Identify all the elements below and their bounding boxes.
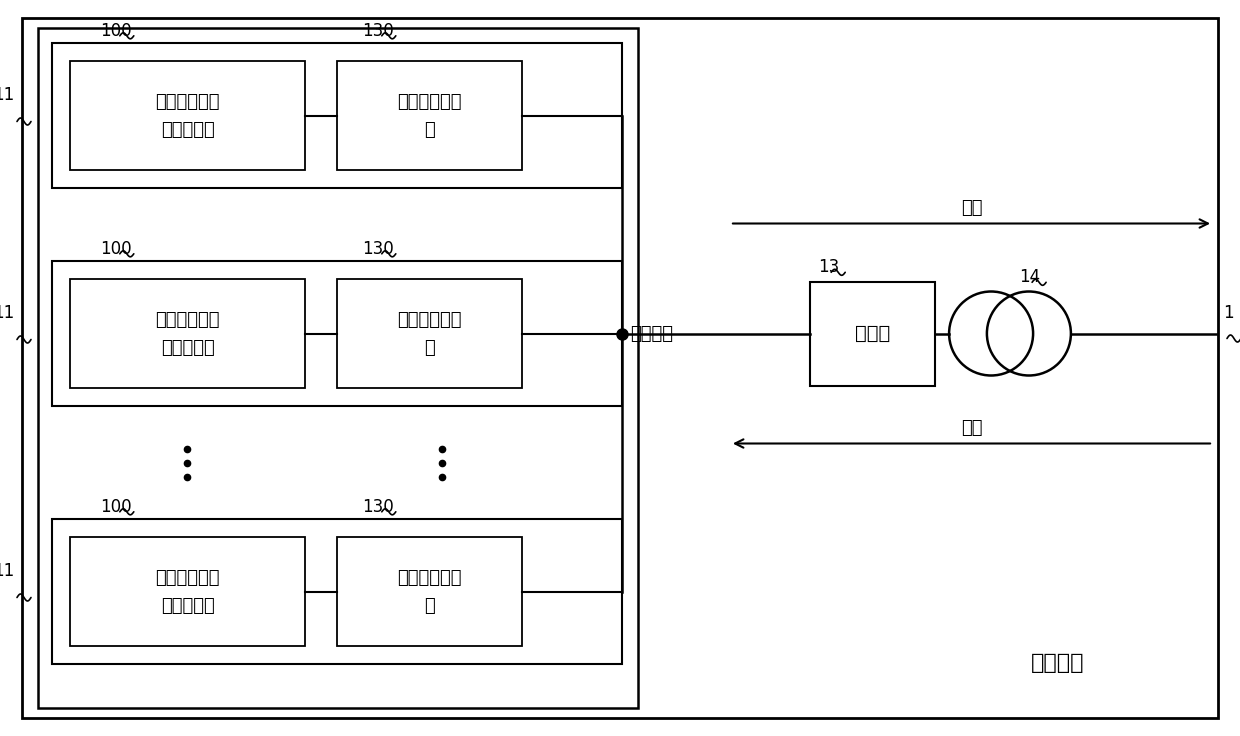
Text: 放电: 放电 xyxy=(961,199,982,216)
Text: 机: 机 xyxy=(424,339,435,358)
Text: 双向车载充电: 双向车载充电 xyxy=(397,93,461,111)
Text: 130: 130 xyxy=(362,498,394,516)
Bar xyxy=(38,28,639,708)
Text: 11: 11 xyxy=(0,303,14,322)
Text: 100: 100 xyxy=(100,240,131,258)
Text: 开关柜: 开关柜 xyxy=(854,324,890,343)
Text: 13: 13 xyxy=(818,258,839,277)
Bar xyxy=(69,61,305,170)
Text: 1: 1 xyxy=(1223,303,1234,322)
Bar xyxy=(69,537,305,646)
Bar xyxy=(69,279,305,388)
Text: 交流总线: 交流总线 xyxy=(630,325,673,342)
Text: 11: 11 xyxy=(0,85,14,104)
Text: 被直接使用的: 被直接使用的 xyxy=(155,570,219,587)
Text: 11: 11 xyxy=(0,562,14,579)
Text: 130: 130 xyxy=(362,22,394,40)
Bar xyxy=(337,537,522,646)
Text: 100: 100 xyxy=(100,498,131,516)
Text: 梯次电池包: 梯次电池包 xyxy=(161,598,215,615)
Text: 100: 100 xyxy=(100,22,131,40)
Text: 被直接使用的: 被直接使用的 xyxy=(155,93,219,111)
Text: 充电: 充电 xyxy=(961,419,982,436)
Text: 机: 机 xyxy=(424,598,435,615)
Text: 双向车载充电: 双向车载充电 xyxy=(397,570,461,587)
Bar xyxy=(810,281,935,386)
Text: 梯次电池包: 梯次电池包 xyxy=(161,121,215,140)
Bar xyxy=(52,43,622,188)
Text: 梯次电池包: 梯次电池包 xyxy=(161,339,215,358)
Bar xyxy=(52,519,622,664)
Text: 被直接使用的: 被直接使用的 xyxy=(155,311,219,330)
Bar xyxy=(337,279,522,388)
Bar xyxy=(52,261,622,406)
Text: 双向车载充电: 双向车载充电 xyxy=(397,311,461,330)
Bar xyxy=(337,61,522,170)
Text: 14: 14 xyxy=(1019,269,1040,286)
Text: 130: 130 xyxy=(362,240,394,258)
Text: 机: 机 xyxy=(424,121,435,140)
Text: 储能系统: 储能系统 xyxy=(1032,653,1085,673)
